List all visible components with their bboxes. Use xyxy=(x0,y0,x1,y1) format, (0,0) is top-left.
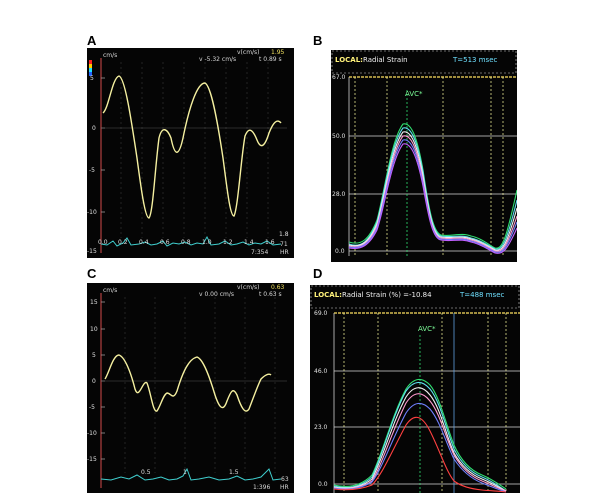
panel-c-y-tick: 0 xyxy=(92,378,96,385)
panel-b-y-tick: 0.0 xyxy=(335,248,345,255)
panel-c-readout-t: t 0.63 s xyxy=(259,291,282,298)
panel-c-x-tick: 1.5 xyxy=(229,469,239,476)
panel-a-hr-number: 71 xyxy=(280,241,288,248)
panel-a-x-tick: 0.6 xyxy=(160,239,170,246)
panel-c-ecg-trace xyxy=(100,467,282,481)
panel-c-x-tick: 1 xyxy=(183,469,187,476)
panel-c-timecode: 1:396 xyxy=(253,484,271,491)
panel-d-y-tick: 23.0 xyxy=(314,424,328,431)
panel-d-local: LOCAL: xyxy=(314,291,342,299)
panel-c-graphics xyxy=(87,283,294,493)
panel-a-unit: cm/s xyxy=(103,52,118,59)
panel-c-y-tick: 15 xyxy=(90,299,98,306)
panel-a-velocity-curve xyxy=(102,75,282,219)
panel-b-y-tick: 67.0 xyxy=(332,74,346,81)
panel-a-ecg-trace xyxy=(100,235,282,247)
panel-a-y-tick: 5 xyxy=(90,75,94,82)
panel-b-y-tick: 28.0 xyxy=(332,191,346,198)
panel-a-y-tick: -5 xyxy=(89,167,95,174)
panel-b-title: Radial Strain xyxy=(363,56,408,64)
panel-d-y-tick: 69.0 xyxy=(314,310,328,317)
panel-c-y-tick: 5 xyxy=(92,352,96,359)
panel-c-y-tick: -10 xyxy=(87,430,97,437)
panel-b-label: B xyxy=(313,33,323,48)
panel-c-unit: cm/s xyxy=(103,287,118,294)
panel-a-readout-t: t 0.89 s xyxy=(259,56,282,63)
panel-a-v-header: v(cm/s) xyxy=(237,49,260,56)
panel-d-time: T=488 msec xyxy=(460,291,505,299)
panel-a-x-tick: 0.4 xyxy=(139,239,149,246)
panel-b-strain: LOCAL: Radial Strain T=513 msec AVC* 67.… xyxy=(331,50,517,262)
panel-a-y-tick: -10 xyxy=(87,209,97,216)
panel-b-local: LOCAL: xyxy=(335,56,363,64)
panel-c-y-tick: 10 xyxy=(90,326,98,333)
panel-a-tvi: cm/s v(cm/s) 1.95 v -5.32 cm/s t 0.89 s … xyxy=(87,48,294,258)
panel-c-velocity-curve xyxy=(104,354,272,412)
panel-d-y-tick: 46.0 xyxy=(314,368,328,375)
panel-c-hr-number: 63 xyxy=(281,476,289,483)
panel-a-timecode: 7:354 xyxy=(251,249,269,256)
panel-b-y-tick: 50.0 xyxy=(332,133,346,140)
panel-c-tvi: cm/s v(cm/s) 0.63 v 0.00 cm/s t 0.63 s 1… xyxy=(87,283,294,493)
panel-d-graphics xyxy=(310,285,520,493)
panel-d-avc-marker: AVC* xyxy=(418,325,436,333)
panel-b-local-label: LOCAL: xyxy=(335,56,363,64)
panel-a-y-tick: -15 xyxy=(87,248,97,255)
panel-c-y-tick: -15 xyxy=(87,456,97,463)
panel-a-x-tick: 0.0 xyxy=(98,239,108,246)
panel-c-v-value: 0.63 xyxy=(271,284,285,291)
panel-a-v-value: 1.95 xyxy=(271,49,285,56)
panel-a-x-tick: 0.2 xyxy=(118,239,128,246)
panel-a-x-tick: 1.0 xyxy=(202,239,212,246)
panel-d-local-label: LOCAL: xyxy=(314,291,342,299)
panel-a-x-tick: 1.6 xyxy=(265,239,275,246)
panel-c-hr-label: HR xyxy=(280,484,289,491)
panel-a-label: A xyxy=(87,33,97,48)
panel-b-graphics xyxy=(331,50,517,262)
panel-b-time: T=513 msec xyxy=(453,56,498,64)
panel-a-hr-label: HR xyxy=(280,249,289,256)
panel-a-x-tick: 0.8 xyxy=(181,239,191,246)
panel-a-graphics xyxy=(87,48,294,258)
panel-d-strain: LOCAL: Radial Strain (%) =-10.84 T=488 m… xyxy=(310,285,520,493)
panel-a-x-tick: 1.8 xyxy=(279,231,289,238)
panel-d-title: Radial Strain (%) =-10.84 xyxy=(342,291,432,299)
panel-b-avc-marker: AVC* xyxy=(405,90,423,98)
panel-c-x-tick: 0.5 xyxy=(141,469,151,476)
panel-c-readout-v: v 0.00 cm/s xyxy=(199,291,235,298)
panel-a-y-tick: 0 xyxy=(92,125,96,132)
panel-a-readout-v: v -5.32 cm/s xyxy=(199,56,237,63)
panel-c-v-header: v(cm/s) xyxy=(237,284,260,291)
panel-c-y-tick: -5 xyxy=(89,404,95,411)
panel-a-x-tick: 1.2 xyxy=(223,239,233,246)
panel-c-label: C xyxy=(87,266,97,281)
panel-d-label: D xyxy=(313,266,323,281)
panel-d-y-tick: 0.0 xyxy=(318,481,328,488)
panel-a-x-tick: 1.4 xyxy=(244,239,254,246)
